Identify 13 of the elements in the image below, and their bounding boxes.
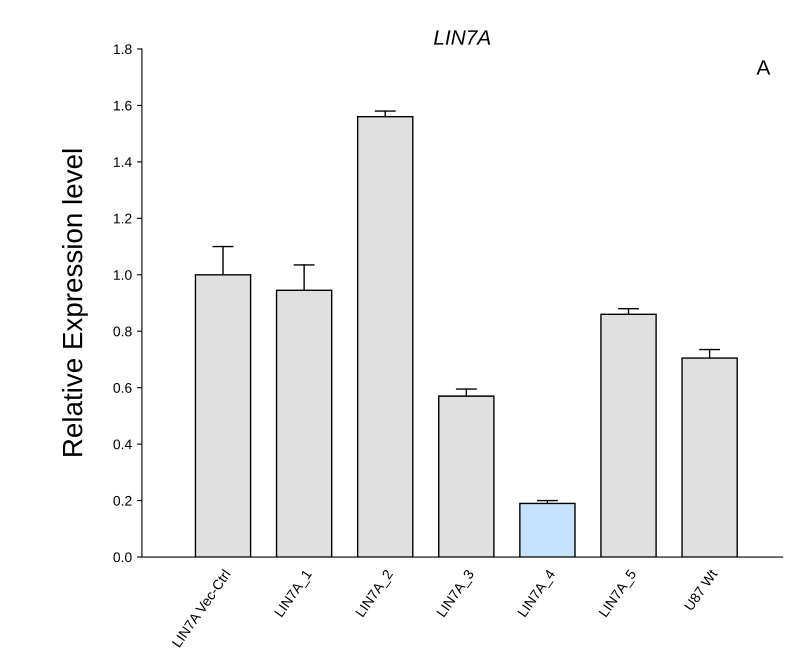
y-tick-label: 0.4 bbox=[113, 439, 132, 450]
y-tick-label: 1.6 bbox=[114, 100, 132, 111]
y-tick-label: 0.0 bbox=[113, 552, 132, 562]
y-tick-label: 1.2 bbox=[114, 214, 132, 224]
y-tick-label: 1.0 bbox=[114, 270, 132, 280]
y-tick-label: 0.6 bbox=[113, 383, 132, 393]
y-tick-label: 0.8 bbox=[113, 326, 132, 336]
annotation: A bbox=[756, 60, 770, 75]
y-axis-title: Relative Expression level bbox=[62, 150, 88, 456]
chart-title: LIN7A bbox=[434, 30, 490, 45]
y-tick-label: 0.2 bbox=[113, 496, 132, 506]
y-tick-label: 1.4 bbox=[114, 157, 132, 167]
y-tick-label: 1.8 bbox=[114, 44, 132, 54]
